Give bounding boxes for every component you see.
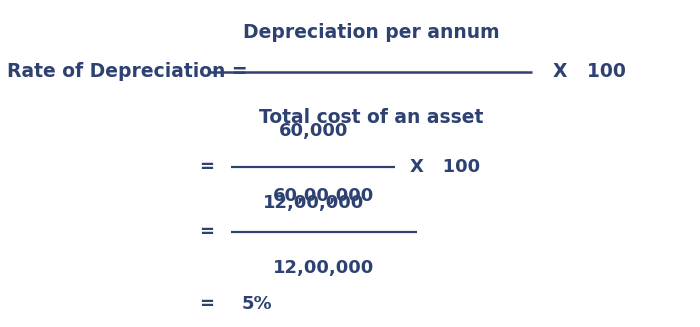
Text: 12,00,000: 12,00,000	[262, 194, 364, 212]
Text: Rate of Depreciation =: Rate of Depreciation =	[7, 62, 248, 81]
Text: Depreciation per annum: Depreciation per annum	[243, 23, 499, 42]
Text: 12,00,000: 12,00,000	[273, 259, 374, 277]
Text: Total cost of an asset: Total cost of an asset	[259, 108, 483, 127]
Text: =: =	[199, 223, 214, 241]
Text: =: =	[199, 158, 214, 176]
Text: 60,00,000: 60,00,000	[273, 187, 374, 205]
Text: =: =	[199, 295, 214, 313]
Text: 5%: 5%	[241, 295, 272, 313]
Text: X   100: X 100	[553, 62, 626, 81]
Text: X   100: X 100	[410, 158, 480, 176]
Text: 60,000: 60,000	[279, 122, 348, 140]
